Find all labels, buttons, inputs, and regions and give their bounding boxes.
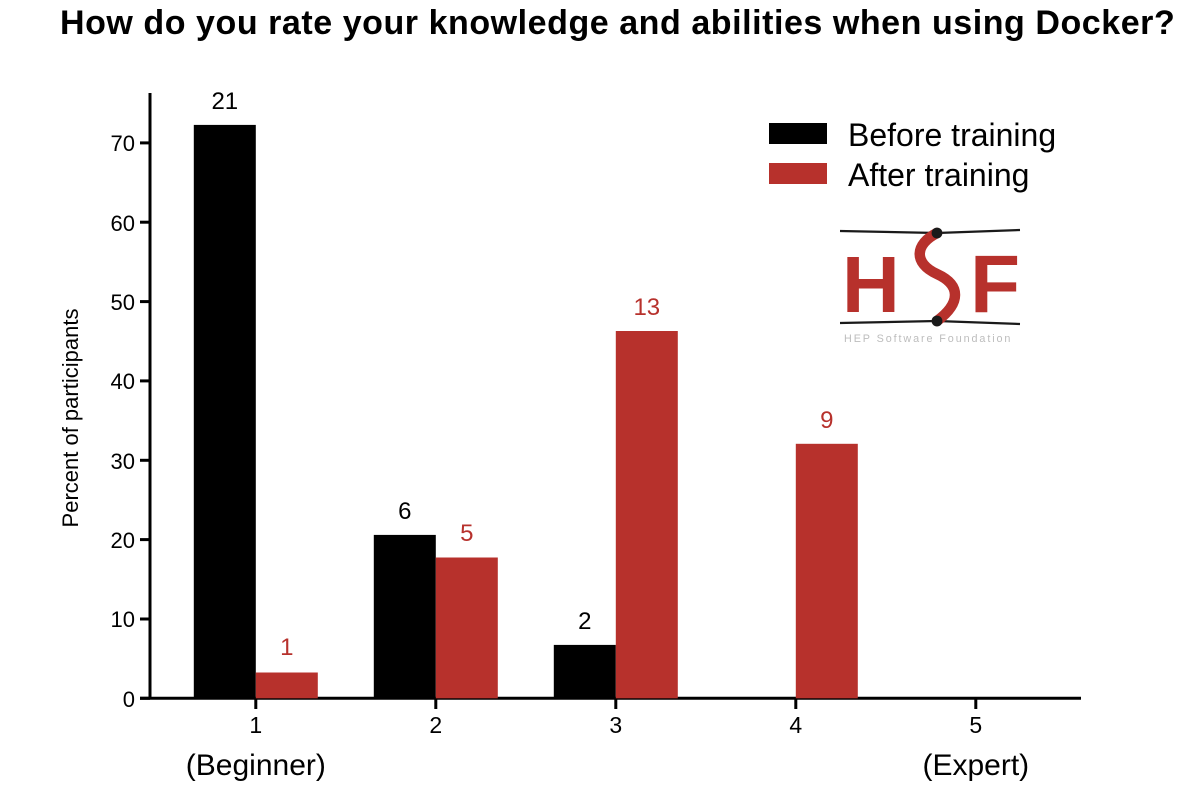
svg-text:F: F (970, 239, 1020, 330)
svg-text:H: H (842, 240, 900, 329)
svg-text:HEP Software Foundation: HEP Software Foundation (844, 333, 1012, 345)
